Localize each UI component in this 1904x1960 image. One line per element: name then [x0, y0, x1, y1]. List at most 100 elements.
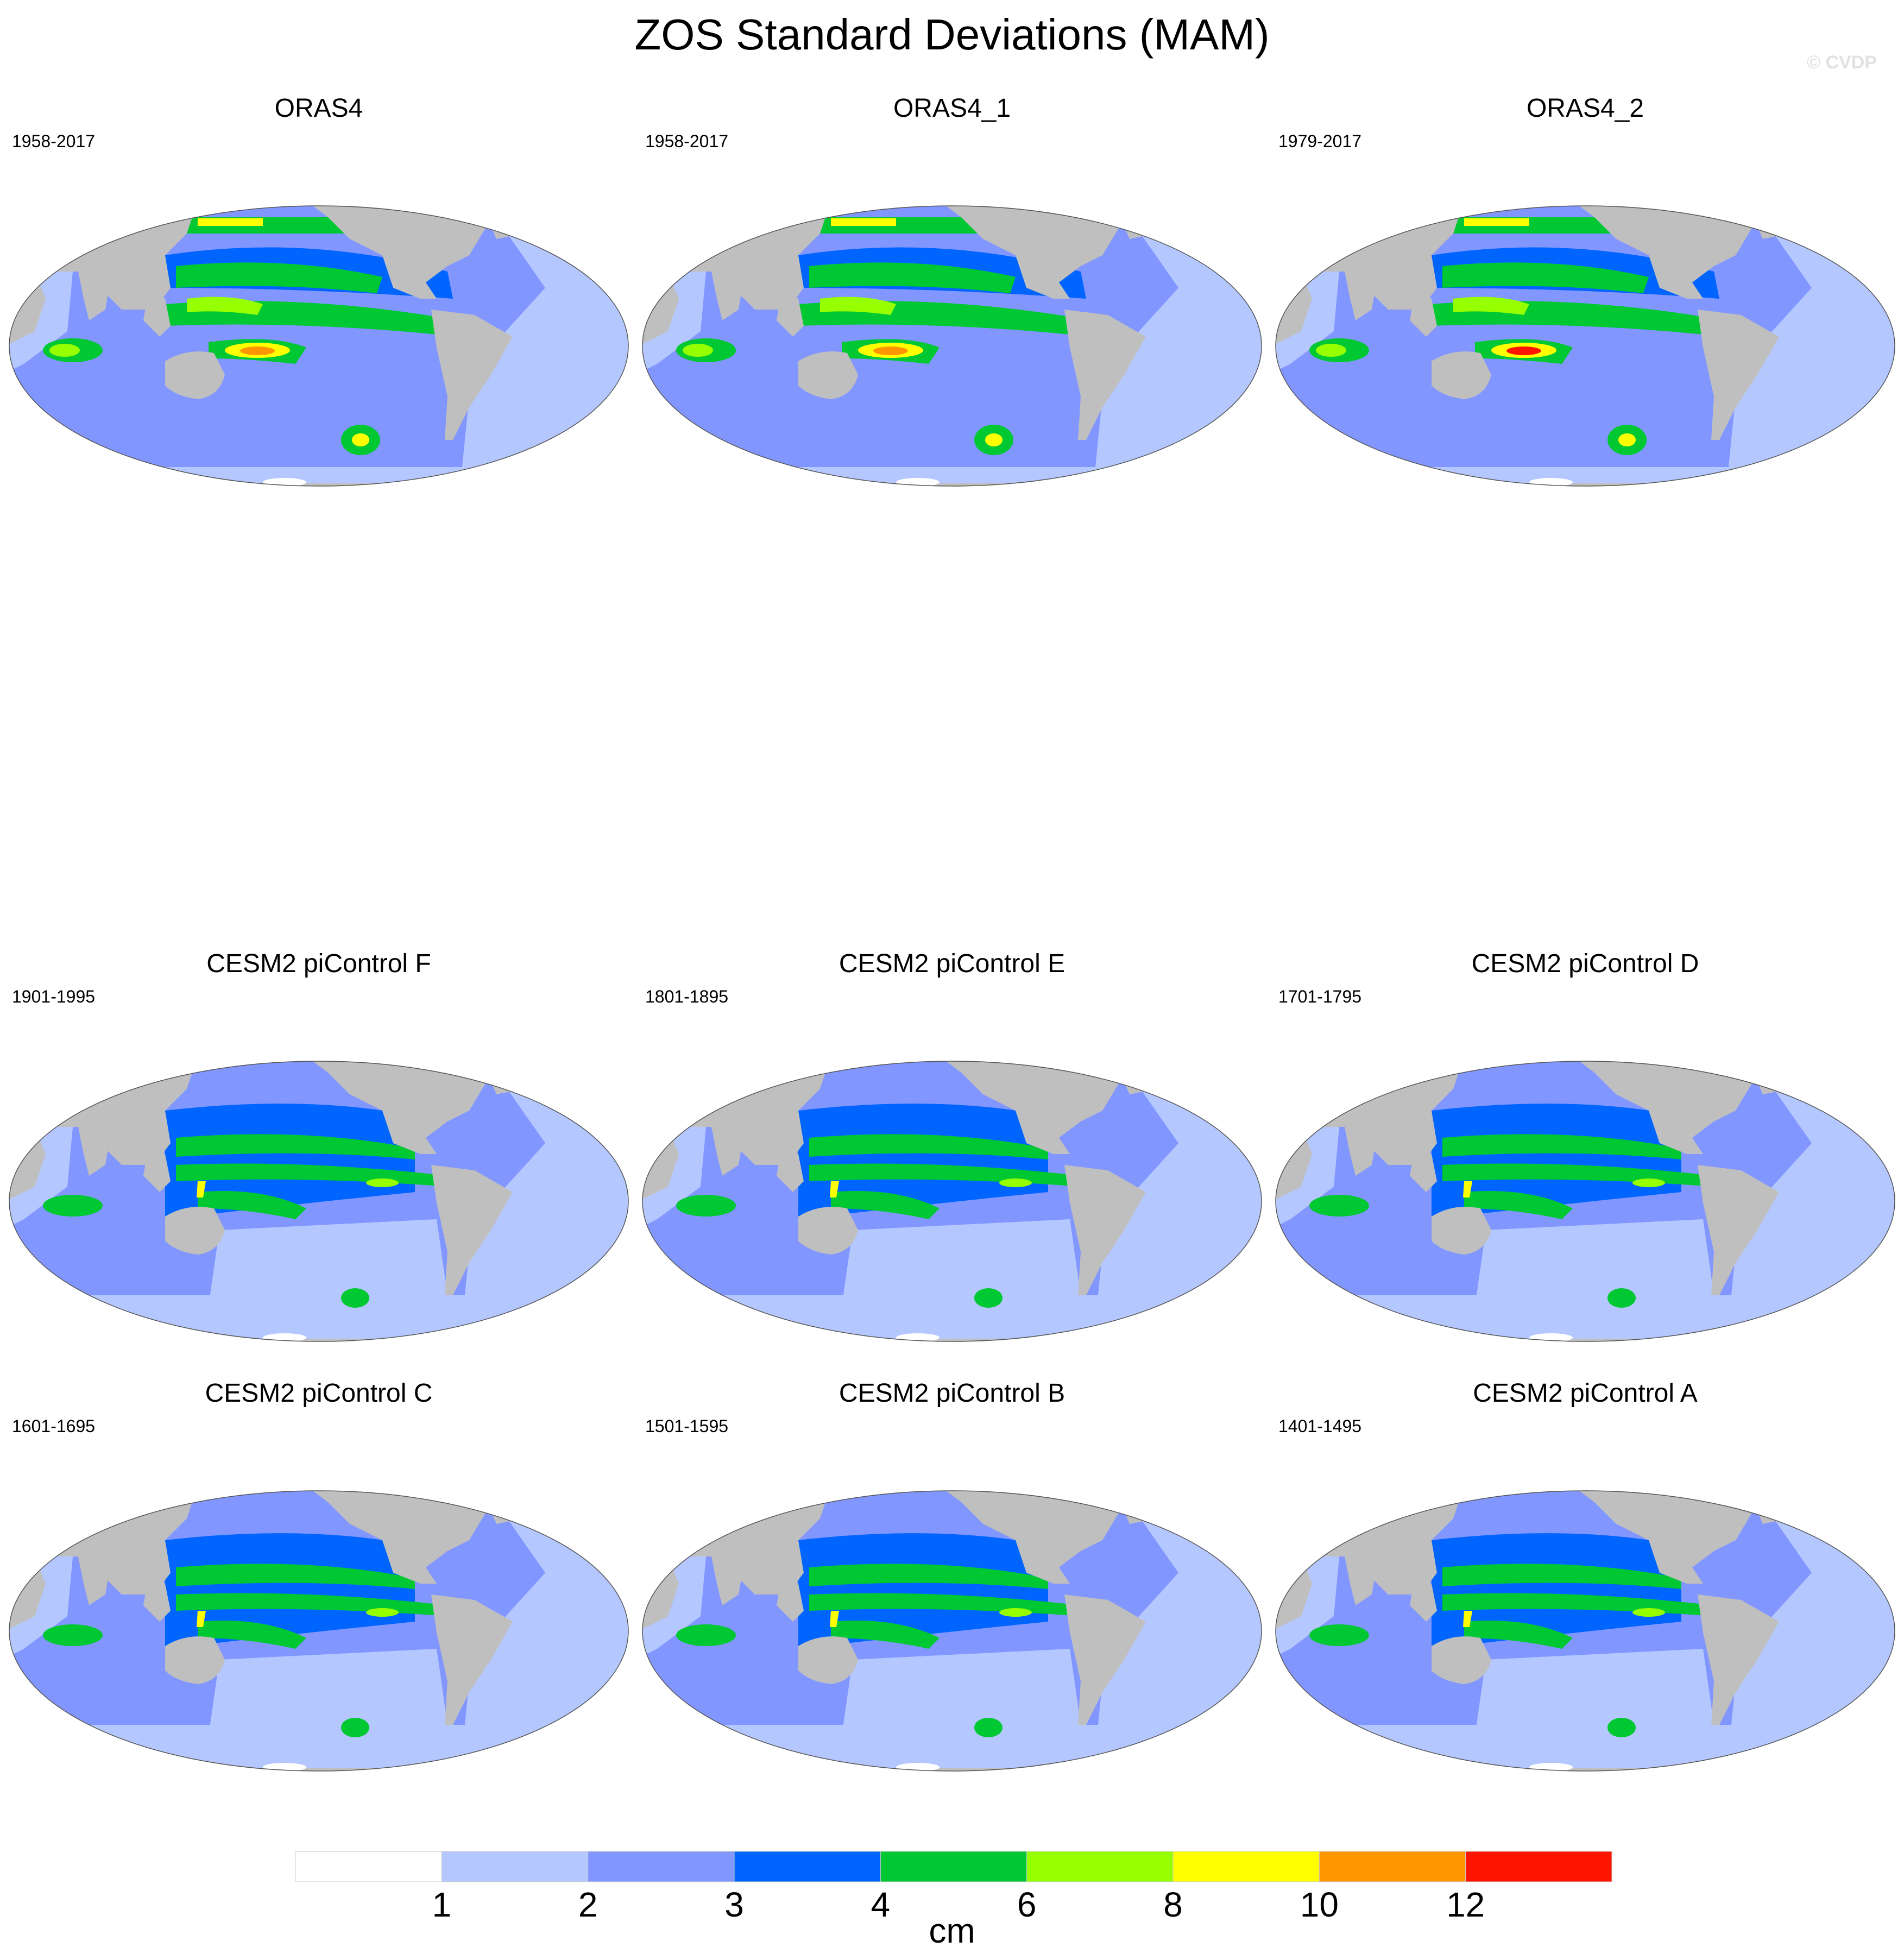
arctic-core [831, 218, 896, 226]
map-panel-cesm2-b: CESM2 piControl B 1501-1595 [635, 1377, 1269, 1790]
australia-landmass [165, 351, 225, 399]
colorbar-tick-label: 1 [432, 1885, 452, 1924]
southern-ocean-region [1276, 1725, 1895, 1771]
south-equatorial-band [1464, 1191, 1573, 1219]
east-pacific-core [999, 1178, 1032, 1187]
map-field [642, 1491, 1262, 1771]
map-panel-oras4: ORAS4 1958-2017 [2, 92, 635, 505]
indian-core [49, 344, 80, 357]
australia-landmass [798, 1207, 858, 1255]
map-outline [1275, 1490, 1895, 1772]
north-equatorial-band [809, 1134, 1048, 1159]
india-landmass [78, 1556, 111, 1605]
pacific-variability-zone [165, 1104, 415, 1219]
colorbar-swatch [588, 1851, 735, 1882]
indonesian-core [1463, 1181, 1472, 1198]
panel-title: CESM2 piControl C [205, 1379, 433, 1408]
main-title: ZOS Standard Deviations (MAM) [634, 10, 1270, 59]
map-outline [642, 205, 1262, 487]
indian-band [1309, 1624, 1369, 1646]
panel-period: 1401-1495 [1278, 1416, 1362, 1436]
panel-period: 1501-1595 [645, 1416, 729, 1436]
map-field [1276, 1491, 1895, 1771]
west-pacific-band [1453, 297, 1529, 315]
south-america-landmass [1064, 1595, 1146, 1725]
map-panel-oras4-1: ORAS4_1 1958-2017 [635, 92, 1269, 505]
panel-title: CESM2 piControl A [1473, 1379, 1698, 1408]
map-outline [9, 1061, 629, 1342]
caspian-sea [1294, 1518, 1309, 1529]
colorbar-swatch [1026, 1851, 1174, 1882]
caspian-sea [1294, 1089, 1309, 1100]
colorbar-tick-label: 8 [1163, 1885, 1183, 1924]
indonesian-core [1463, 1611, 1472, 1627]
north-america-landmass [1573, 1061, 1752, 1154]
map-field [642, 1061, 1262, 1341]
colorbar-tick-label: 6 [1017, 1885, 1037, 1924]
map-outline [9, 1490, 629, 1772]
map-outline [642, 1490, 1262, 1772]
map-field [642, 206, 1262, 486]
north-america-landmass [940, 1061, 1119, 1154]
colorbar-swatch [441, 1851, 589, 1882]
arctic-core [198, 218, 263, 226]
south-pacific-eddy [974, 1288, 1003, 1308]
panel-period: 1958-2017 [12, 131, 96, 151]
panel-period: 1958-2017 [645, 131, 729, 151]
colorbar-swatch [734, 1851, 881, 1882]
australia-landmass [1432, 351, 1491, 399]
colorbar-swatch [1172, 1851, 1320, 1882]
antarctica-landmass [9, 1768, 628, 1771]
se-asia-landmass [1410, 288, 1437, 337]
map-panel-cesm2-e: CESM2 piControl E 1801-1895 [635, 948, 1269, 1360]
indonesian-core [197, 1611, 206, 1627]
panel-title: CESM2 piControl D [1471, 949, 1699, 978]
pacific-variability-zone [798, 1533, 1048, 1649]
australia-landmass [798, 1636, 858, 1684]
north-america-landmass [940, 1491, 1119, 1584]
map-field [9, 1061, 628, 1341]
indonesian-core [830, 1181, 839, 1198]
world-map [9, 1490, 629, 1772]
map-field [9, 206, 628, 486]
map-field [1276, 1061, 1895, 1341]
caspian-sea [27, 234, 42, 244]
indian-band [676, 1195, 736, 1217]
se-asia-landmass [143, 288, 171, 337]
colorbar-tick-label: 10 [1300, 1885, 1339, 1924]
australia-landmass [798, 351, 858, 399]
antarctica-landmass [9, 1339, 628, 1341]
south-equatorial-band [198, 1621, 306, 1649]
india-landmass [1345, 272, 1377, 320]
warm-pool-peak [1506, 346, 1541, 355]
south-america-landmass [1064, 1165, 1146, 1295]
west-pacific-band [820, 297, 896, 315]
map-panel-cesm2-d: CESM2 piControl D 1701-1795 [1269, 948, 1902, 1360]
indian-core [683, 344, 713, 357]
panel-title: ORAS4_1 [893, 94, 1011, 123]
north-equatorial-band [176, 1564, 415, 1589]
antarctica-landmass [642, 1768, 1262, 1771]
southern-ocean-region [9, 1295, 628, 1341]
kuroshio-band [1442, 262, 1649, 293]
map-outline [1275, 205, 1895, 487]
north-equatorial-band [1442, 1564, 1681, 1589]
world-map [642, 1490, 1262, 1772]
map-outline [642, 1061, 1262, 1342]
south-pacific-eddy-core [1618, 433, 1636, 446]
north-equatorial-band [176, 1134, 415, 1159]
north-america-landmass [940, 206, 1119, 299]
se-asia-landmass [143, 1573, 171, 1622]
caspian-sea [27, 1518, 42, 1529]
india-landmass [711, 272, 744, 320]
australia-landmass [165, 1636, 225, 1684]
world-map [1275, 205, 1895, 487]
australia-landmass [1432, 1636, 1491, 1684]
world-map [642, 1061, 1262, 1342]
antarctica-landmass [9, 483, 628, 486]
se-asia-landmass [1410, 1143, 1437, 1192]
southern-ocean-region [642, 1725, 1262, 1771]
panel-period: 1901-1995 [12, 987, 96, 1006]
east-pacific-core [366, 1178, 399, 1187]
caspian-sea [27, 1089, 42, 1100]
